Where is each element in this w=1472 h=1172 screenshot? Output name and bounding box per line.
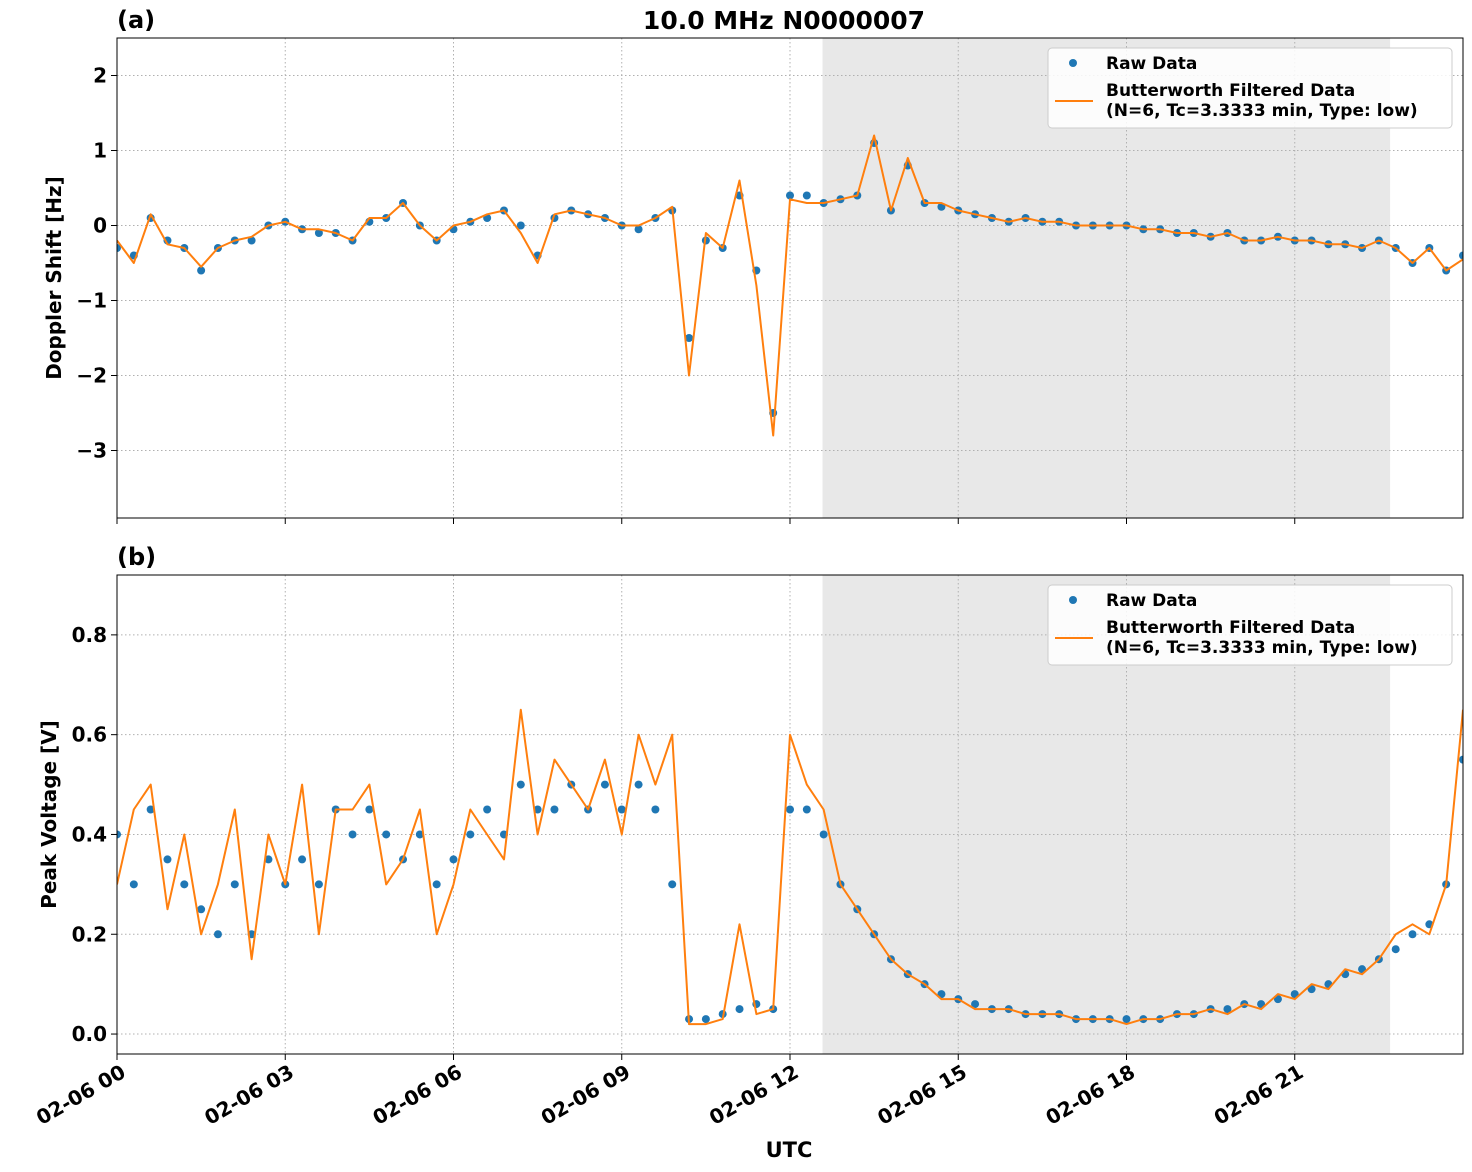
legend-raw-marker xyxy=(1069,59,1077,67)
filtered-data-line xyxy=(117,708,1463,1026)
x-tick-label: 02-06 21 xyxy=(1210,1060,1308,1130)
raw-data-point xyxy=(432,880,441,889)
raw-data-point xyxy=(971,1000,980,1009)
y-tick-label: 0.2 xyxy=(72,922,107,946)
raw-data-point xyxy=(197,266,206,275)
x-tick-label: 02-06 03 xyxy=(200,1060,298,1130)
panel-b: 0.0 0.2 0.4 0.6 0.8 02-06 00 02-06 03 02-06 06 0… xyxy=(32,543,1464,1130)
raw-data-point xyxy=(802,805,811,814)
y-tick-label: −1 xyxy=(76,289,107,313)
raw-data-point xyxy=(550,805,559,814)
raw-data-point xyxy=(819,830,828,839)
y-tick-label: −3 xyxy=(76,439,107,463)
raw-data-point xyxy=(449,855,458,864)
raw-data-point xyxy=(1223,1005,1232,1014)
legend-filtered-params: (N=6, Tc=3.3333 min, Type: low) xyxy=(1106,638,1418,658)
raw-data-point xyxy=(466,830,475,839)
legend-filtered-label: Butterworth Filtered Data xyxy=(1106,618,1355,638)
raw-data-point xyxy=(382,830,391,839)
legend-filtered-params: (N=6, Tc=3.3333 min, Type: low) xyxy=(1106,101,1418,121)
raw-data-point xyxy=(117,830,121,839)
y-tick-label: 0.0 xyxy=(72,1022,107,1046)
y-tick-label: 1 xyxy=(93,139,107,163)
filtered-data-line xyxy=(117,134,1463,437)
raw-data-point xyxy=(314,229,323,237)
raw-data-point xyxy=(264,855,273,864)
y-tick-label: 0.8 xyxy=(72,623,107,647)
legend: Raw Data Butterworth Filtered Data(N=6, T… xyxy=(1047,47,1453,129)
raw-data-point xyxy=(1391,945,1400,954)
raw-data-point xyxy=(802,191,811,200)
raw-data-point xyxy=(180,880,189,889)
plot-area xyxy=(117,708,1463,1026)
x-tick-label: 02-06 15 xyxy=(873,1060,971,1130)
raw-data-point xyxy=(786,191,794,200)
raw-data-point xyxy=(1122,1015,1131,1024)
legend-raw-marker xyxy=(1069,596,1077,604)
legend-box xyxy=(1047,584,1453,666)
raw-data-point xyxy=(1459,251,1463,260)
raw-data-point xyxy=(483,805,492,814)
raw-data-point xyxy=(685,334,694,342)
raw-data-point xyxy=(735,1005,744,1014)
raw-data-point xyxy=(634,780,643,789)
raw-data-point xyxy=(230,880,239,889)
raw-data-point xyxy=(786,805,794,814)
y-tick-label: 0.4 xyxy=(72,822,107,846)
panel-a: 2 1 0 −1 −2 −3 (a) Doppler Shift [Hz] Raw Data Bu… xyxy=(42,6,1464,524)
y-axis-label: Peak Voltage [V] xyxy=(37,720,61,909)
y-tick-label: 0.6 xyxy=(72,723,107,747)
raw-data-point xyxy=(146,805,155,814)
raw-data-point xyxy=(617,805,626,814)
legend-raw-label: Raw Data xyxy=(1106,591,1197,611)
chart-title: 10.0 MHz N0000007 xyxy=(643,6,925,35)
raw-data-point xyxy=(668,880,677,889)
y-axis-label: Doppler Shift [Hz] xyxy=(42,176,66,380)
legend-filtered-label: Butterworth Filtered Data xyxy=(1106,81,1355,101)
y-tick-label: 0 xyxy=(93,214,107,238)
x-tick-label: 02-06 12 xyxy=(705,1060,803,1130)
x-tick-label: 02-06 09 xyxy=(537,1060,635,1130)
raw-data-point xyxy=(298,855,307,864)
raw-data-point xyxy=(516,221,525,230)
raw-data-point xyxy=(600,780,609,789)
legend-box xyxy=(1047,47,1453,129)
raw-data-point xyxy=(1408,930,1417,939)
raw-data-point xyxy=(1459,755,1463,764)
y-tick-label: −2 xyxy=(76,364,107,388)
legend-raw-label: Raw Data xyxy=(1106,54,1197,74)
raw-data-point xyxy=(197,905,206,914)
raw-data-point xyxy=(365,805,374,814)
raw-data-point xyxy=(634,225,643,234)
raw-data-point xyxy=(314,880,323,889)
raw-data-point xyxy=(247,236,256,245)
x-tick-label: 02-06 00 xyxy=(32,1060,130,1130)
plot-area xyxy=(117,134,1463,437)
x-tick-label: 02-06 18 xyxy=(1041,1060,1139,1130)
raw-data-point xyxy=(516,780,525,789)
panel-label: (b) xyxy=(117,543,156,571)
raw-data-point xyxy=(651,805,660,814)
raw-data-point xyxy=(129,880,138,889)
x-axis-label: UTC xyxy=(766,1138,813,1162)
raw-data-point xyxy=(701,1015,710,1024)
raw-data-point xyxy=(533,805,542,814)
raw-data-point xyxy=(348,830,357,839)
raw-data-point xyxy=(163,855,172,864)
y-tick-label: 2 xyxy=(93,64,107,88)
x-tick-label: 02-06 06 xyxy=(368,1060,466,1130)
legend: Raw Data Butterworth Filtered Data(N=6, T… xyxy=(1047,584,1453,666)
raw-data-point xyxy=(415,830,424,839)
panel-label: (a) xyxy=(117,6,155,34)
raw-data-point xyxy=(213,930,222,939)
